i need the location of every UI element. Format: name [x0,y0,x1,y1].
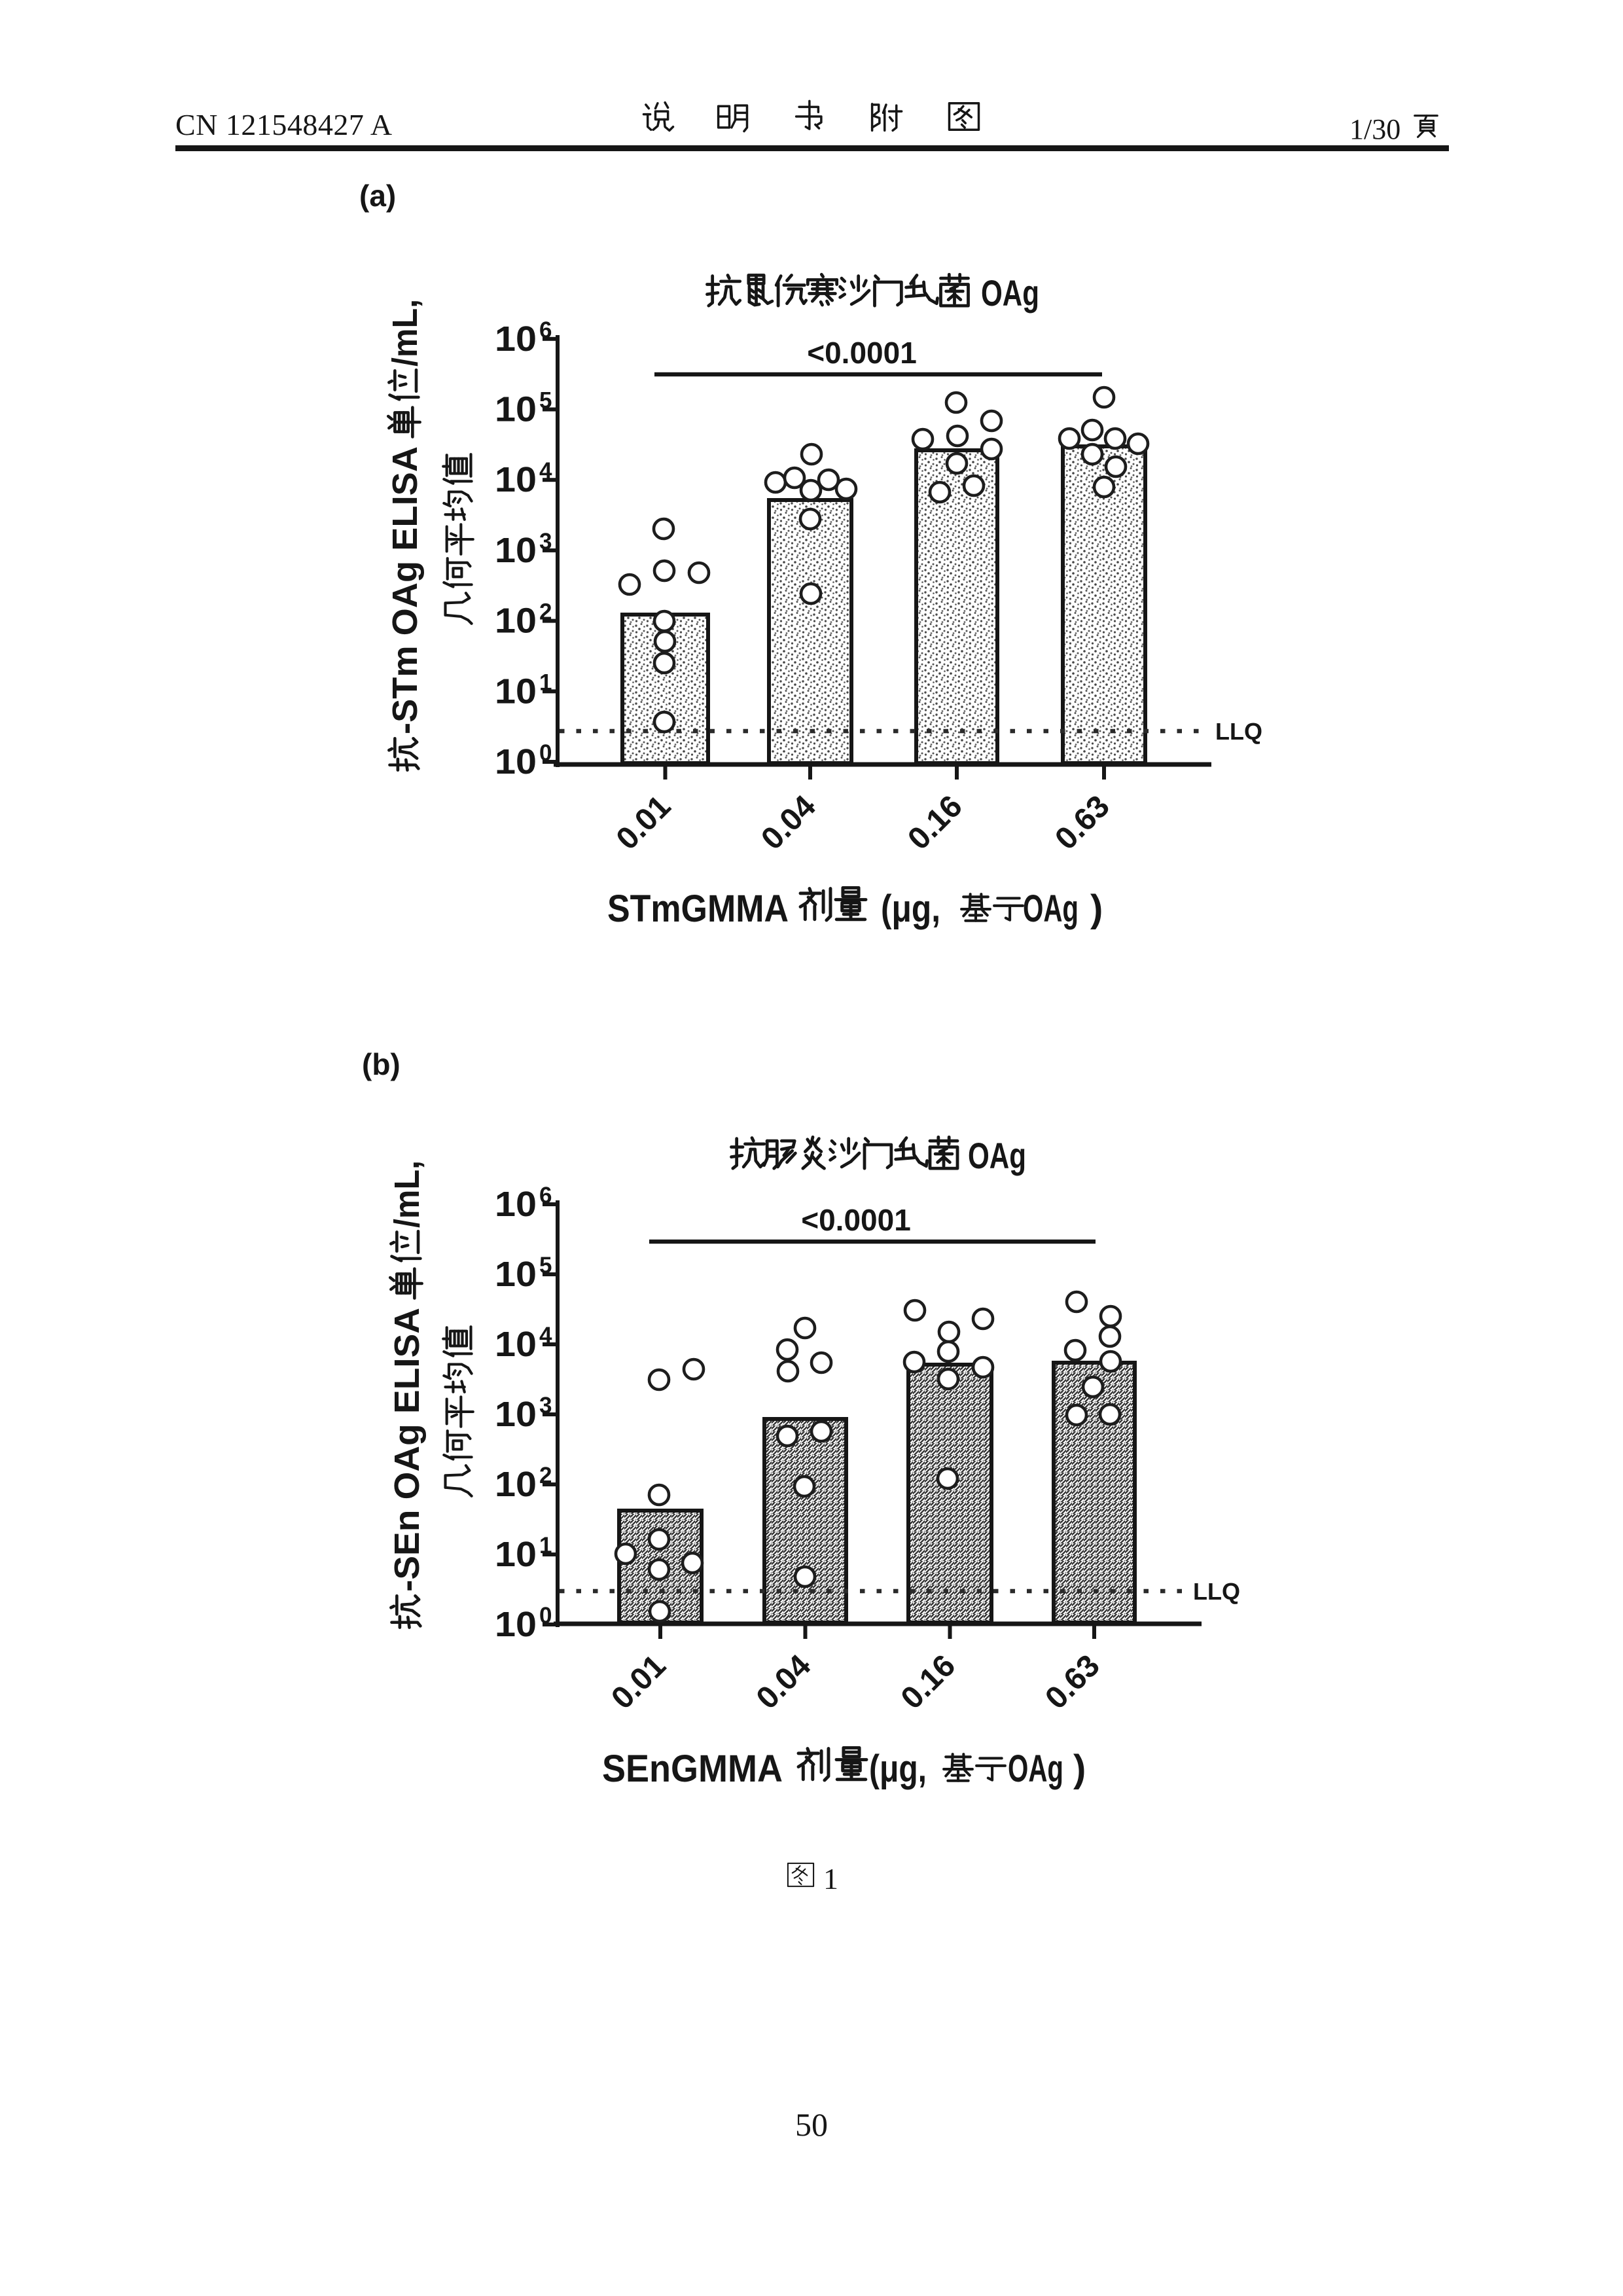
svg-text:10: 10 [495,1325,537,1364]
svg-text:1: 1 [823,1862,838,1895]
svg-text:STmGMMA: STmGMMA [607,888,789,930]
svg-text:OAg: OAg [1023,888,1079,930]
svg-text:CN 121548427 A: CN 121548427 A [175,108,393,141]
svg-text:/mL,: /mL, [385,299,425,367]
svg-text:10: 10 [495,1465,537,1504]
svg-text:OAg: OAg [968,1135,1026,1176]
svg-text:0.04: 0.04 [750,1648,818,1716]
svg-text:10: 10 [495,1535,537,1574]
svg-text:1: 1 [539,1533,552,1558]
svg-text:5: 5 [539,1253,552,1278]
svg-text:2: 2 [539,600,552,625]
svg-text:1/30: 1/30 [1349,113,1400,145]
svg-text:0.63: 0.63 [1039,1648,1107,1716]
svg-text:10: 10 [495,1255,537,1294]
svg-text:4: 4 [539,1323,552,1348]
svg-text:OAg: OAg [1008,1748,1063,1790]
svg-text:10: 10 [495,1185,537,1224]
svg-text:OAg: OAg [981,272,1039,314]
svg-text:): ) [1073,1748,1086,1790]
svg-text:10: 10 [495,390,537,429]
svg-text:6: 6 [539,1183,552,1208]
svg-text:6: 6 [539,317,552,343]
svg-text:5: 5 [539,388,552,414]
svg-text:0.63: 0.63 [1048,789,1116,857]
svg-text:SEnGMMA: SEnGMMA [602,1748,783,1790]
svg-text:0.01: 0.01 [605,1648,673,1716]
svg-text:10: 10 [495,460,537,499]
svg-text:1: 1 [539,670,552,695]
svg-text:(b): (b) [362,1047,401,1081]
svg-text:LLQ: LLQ [1193,1578,1240,1605]
svg-text:3: 3 [539,529,552,554]
svg-text:(a): (a) [359,179,396,213]
svg-text:/mL,: /mL, [387,1160,427,1228]
svg-text:LLQ: LLQ [1215,718,1262,745]
svg-text:10: 10 [495,742,537,781]
svg-text:3: 3 [539,1393,552,1418]
svg-text:0.04: 0.04 [755,789,823,857]
svg-text:10: 10 [495,531,537,570]
svg-text:0.01: 0.01 [610,789,678,857]
svg-text:2: 2 [539,1463,552,1488]
svg-text:-STm OAg ELISA: -STm OAg ELISA [385,446,425,734]
svg-text:0: 0 [539,1603,552,1628]
svg-text:<0.0001: <0.0001 [807,336,917,370]
svg-text:(μg,: (μg, [869,1748,927,1790]
svg-text:0.16: 0.16 [895,1648,963,1716]
svg-text:10: 10 [495,1395,537,1434]
svg-text:10: 10 [495,601,537,641]
svg-text:10: 10 [495,1605,537,1644]
svg-text:10: 10 [495,319,537,359]
svg-text:-SEn OAg ELISA: -SEn OAg ELISA [387,1308,427,1592]
svg-text:10: 10 [495,672,537,711]
svg-text:4: 4 [539,458,552,484]
svg-text:50: 50 [795,2106,828,2143]
svg-text:): ) [1090,888,1103,930]
svg-text:0: 0 [539,740,552,766]
svg-text:(μg,: (μg, [881,888,940,930]
svg-text:<0.0001: <0.0001 [801,1203,911,1237]
svg-text:0.16: 0.16 [901,789,969,857]
